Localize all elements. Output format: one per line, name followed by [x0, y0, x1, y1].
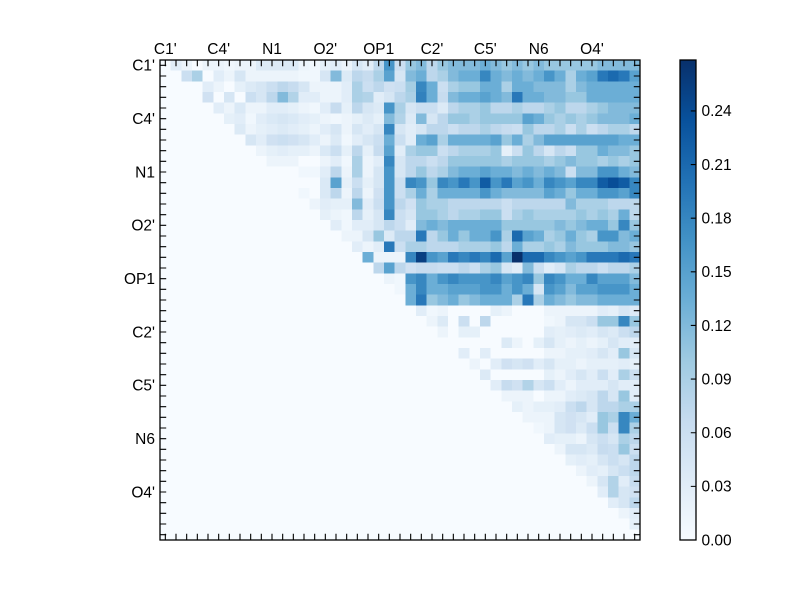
svg-text:OP1: OP1 [124, 271, 155, 288]
svg-text:N1: N1 [262, 41, 282, 58]
svg-text:N6: N6 [135, 431, 155, 448]
svg-text:C1': C1' [132, 58, 155, 75]
svg-text:0.15: 0.15 [702, 264, 732, 281]
svg-text:C1': C1' [154, 41, 177, 58]
svg-text:0.00: 0.00 [702, 532, 733, 549]
svg-text:C5': C5' [474, 41, 497, 58]
svg-text:0.12: 0.12 [702, 318, 732, 335]
svg-text:0.03: 0.03 [702, 479, 732, 496]
svg-text:0.24: 0.24 [702, 103, 733, 120]
svg-text:C2': C2' [132, 324, 155, 341]
svg-text:O4': O4' [131, 484, 155, 501]
svg-text:O2': O2' [313, 41, 337, 58]
svg-text:OP1: OP1 [363, 41, 394, 58]
svg-text:C5': C5' [132, 378, 155, 395]
svg-text:0.06: 0.06 [702, 425, 732, 442]
svg-text:C4': C4' [207, 41, 230, 58]
svg-text:O2': O2' [131, 218, 155, 235]
svg-text:C2': C2' [421, 41, 444, 58]
svg-text:N6: N6 [529, 41, 549, 58]
svg-text:N1: N1 [135, 164, 155, 181]
svg-text:C4': C4' [132, 111, 155, 128]
svg-text:O4': O4' [580, 41, 604, 58]
svg-text:0.21: 0.21 [702, 157, 732, 174]
svg-text:0.18: 0.18 [702, 211, 732, 228]
svg-text:0.09: 0.09 [702, 371, 732, 388]
